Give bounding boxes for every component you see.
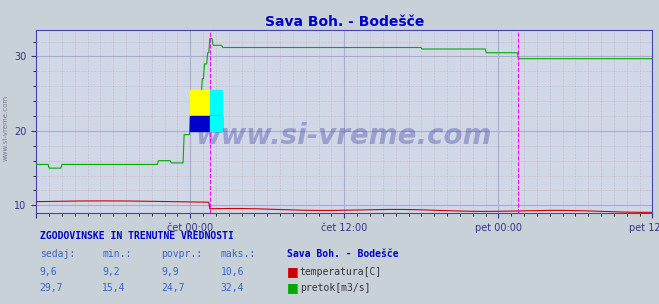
Text: ■: ■ bbox=[287, 265, 299, 278]
Text: pretok[m3/s]: pretok[m3/s] bbox=[300, 283, 370, 293]
Text: 10,6: 10,6 bbox=[221, 267, 244, 277]
Bar bbox=[210, 90, 222, 116]
Text: 9,6: 9,6 bbox=[40, 267, 57, 277]
Bar bbox=[190, 116, 222, 131]
Text: 15,4: 15,4 bbox=[102, 283, 126, 293]
Title: Sava Boh. - Bodešče: Sava Boh. - Bodešče bbox=[265, 15, 424, 29]
Text: temperatura[C]: temperatura[C] bbox=[300, 267, 382, 277]
Text: 32,4: 32,4 bbox=[221, 283, 244, 293]
Text: www.si-vreme.com: www.si-vreme.com bbox=[196, 122, 492, 150]
Text: Sava Boh. - Bodešče: Sava Boh. - Bodešče bbox=[287, 249, 398, 259]
Bar bbox=[190, 90, 210, 116]
Bar bbox=[210, 116, 222, 131]
Text: ■: ■ bbox=[287, 281, 299, 294]
Text: sedaj:: sedaj: bbox=[40, 249, 74, 259]
Text: ZGODOVINSKE IN TRENUTNE VREDNOSTI: ZGODOVINSKE IN TRENUTNE VREDNOSTI bbox=[40, 231, 233, 241]
Text: povpr.:: povpr.: bbox=[161, 249, 202, 259]
Text: min.:: min.: bbox=[102, 249, 132, 259]
Text: maks.:: maks.: bbox=[221, 249, 256, 259]
Text: 24,7: 24,7 bbox=[161, 283, 185, 293]
Text: 9,9: 9,9 bbox=[161, 267, 179, 277]
Text: www.si-vreme.com: www.si-vreme.com bbox=[2, 95, 9, 161]
Text: 9,2: 9,2 bbox=[102, 267, 120, 277]
Text: 29,7: 29,7 bbox=[40, 283, 63, 293]
